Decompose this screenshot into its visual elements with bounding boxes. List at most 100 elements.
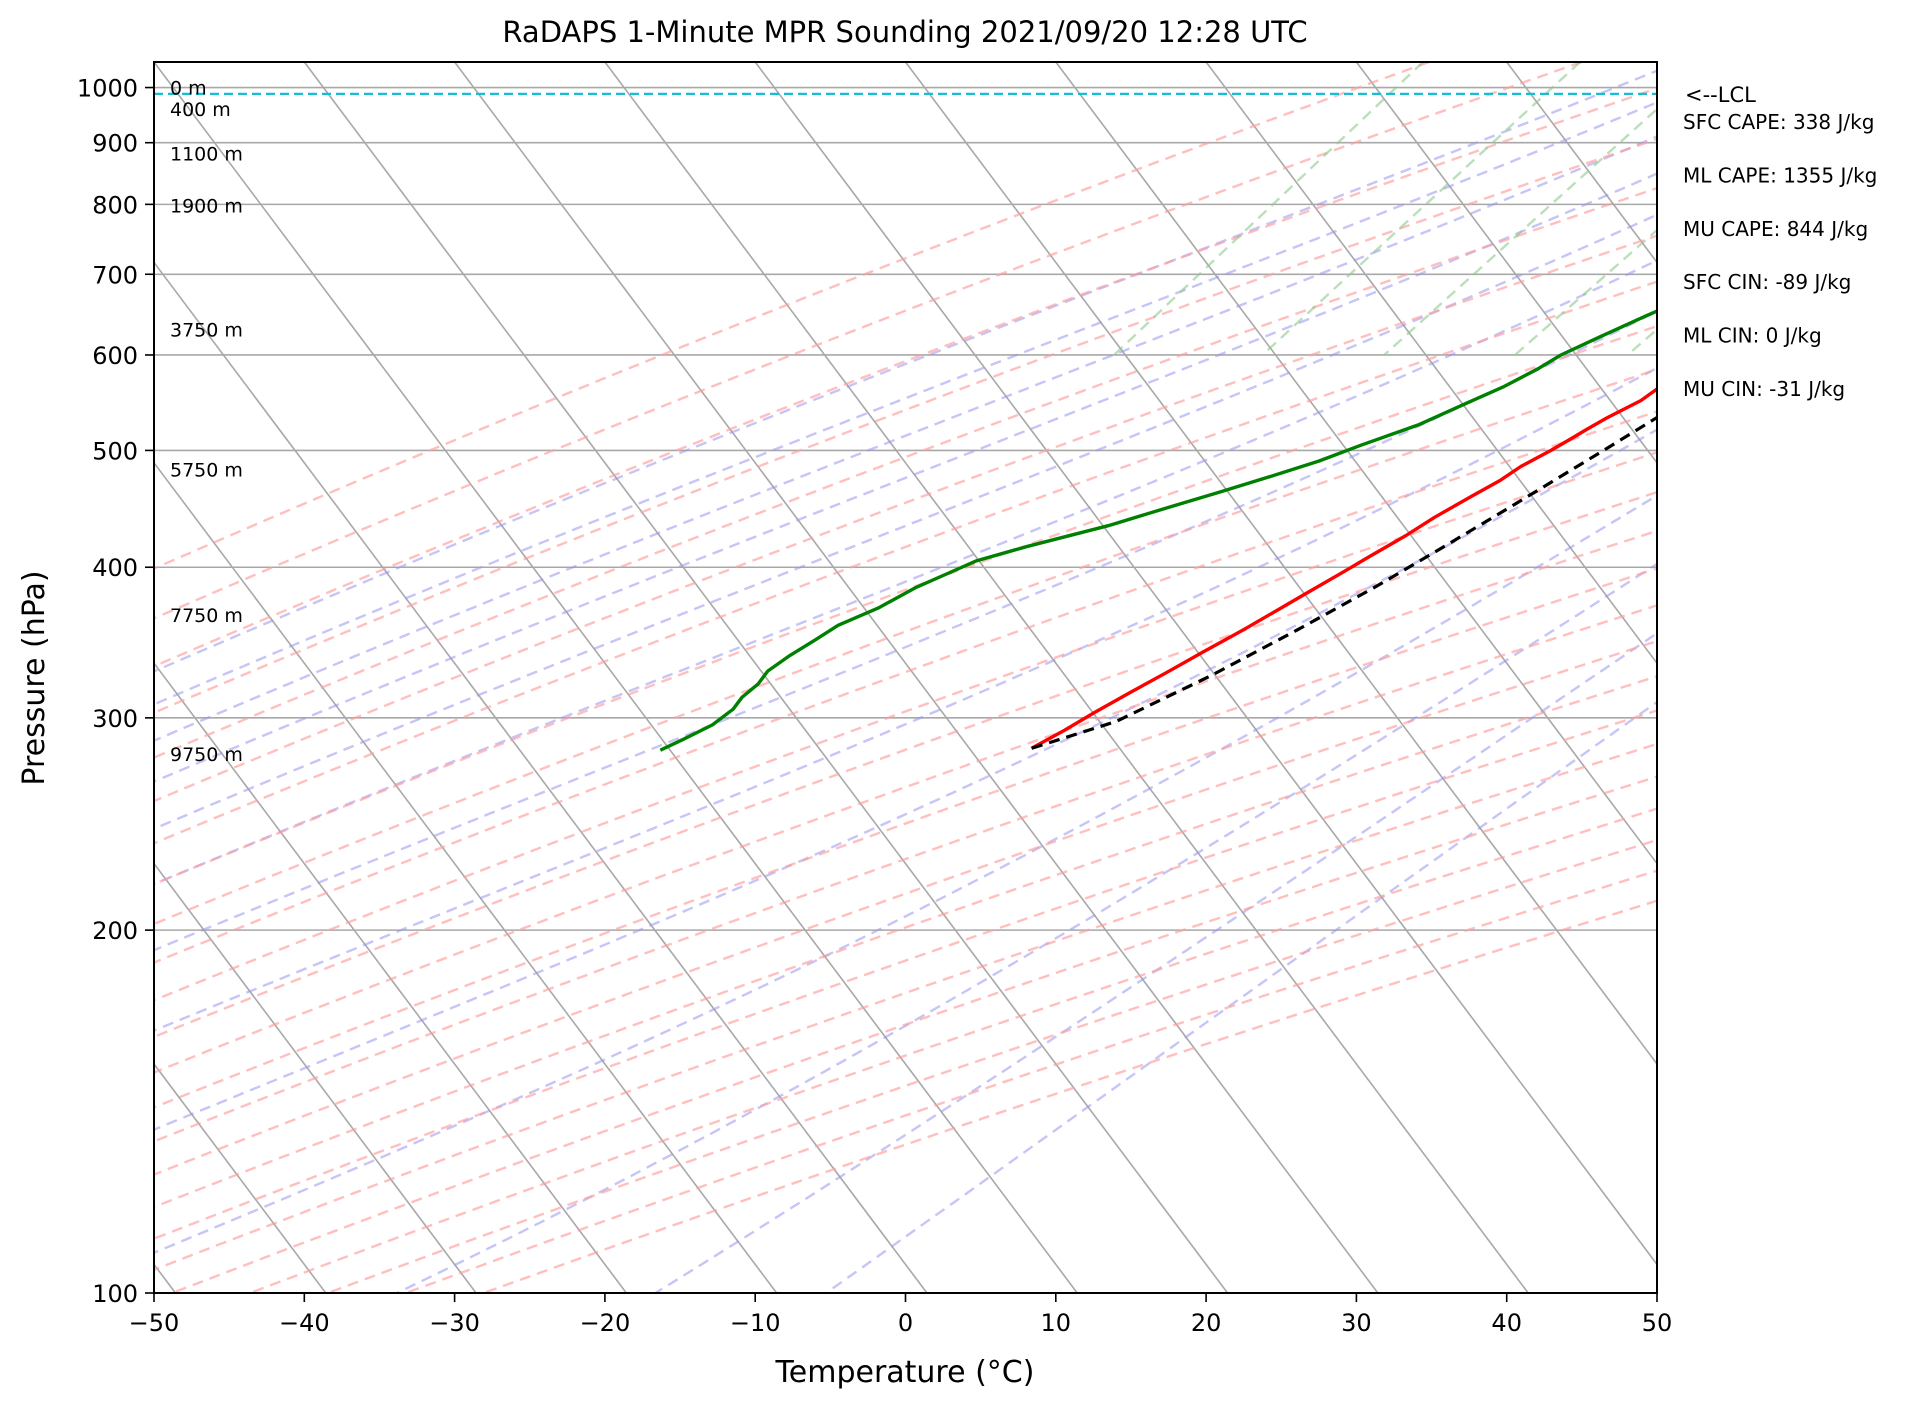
moist-adiabat [154, 428, 1657, 1131]
height-labels: 9750 m 7750 m 5750 m 3750 m 1900 m 1100 m 400 … [170, 78, 243, 766]
moist-adiabat [154, 259, 1657, 886]
stability-index: SFC CIN: -89 J/kg [1683, 270, 1851, 294]
isotherm [604, 62, 1529, 1293]
moist-adiabat [154, 172, 1657, 783]
dry-adiabat [483, 899, 1657, 1293]
dry-adiabat [154, 604, 1657, 1143]
x-tick-label: −30 [429, 1309, 480, 1337]
moist-adiabat [154, 494, 1657, 1255]
stability-index: ML CIN: 0 J/kg [1683, 324, 1822, 348]
isotherm [154, 661, 627, 1293]
height-label: 5750 m [170, 460, 243, 482]
y-tick-label: 800 [92, 191, 138, 219]
dry-adiabat [154, 137, 1657, 715]
x-tick-label: −10 [730, 1309, 781, 1337]
x-tick-label: −20 [580, 1309, 631, 1337]
x-axis-label: Temperature (°C) [775, 1355, 1035, 1390]
y-axis-label: Pressure (hPa) [17, 570, 52, 785]
isotherm [904, 62, 1657, 1066]
y-tick-label: 100 [92, 1280, 138, 1308]
height-label: 7750 m [170, 605, 243, 627]
dry-adiabat [249, 807, 1657, 1293]
y-tick-label: 600 [92, 342, 138, 370]
isotherm [154, 1062, 327, 1293]
dry-adiabat [154, 186, 1657, 759]
moist-adiabat [154, 310, 1657, 952]
moist-adiabat [396, 562, 1657, 1293]
x-tick-label: 0 [898, 1309, 913, 1337]
stability-indices: SFC CAPE: 338 J/kg ML CAPE: 1355 J/kg MU C… [1683, 110, 1877, 401]
height-label: 0 m [170, 78, 207, 100]
pressure-gridlines [154, 86, 1657, 1293]
moist-adiabat [154, 101, 1657, 706]
isotherm [1506, 62, 1657, 264]
moist-adiabat [654, 631, 1657, 1293]
mixing-ratio-lines [1113, 62, 1914, 356]
y-tick-label: 300 [92, 705, 138, 733]
y-axis-ticks: 100 200 300 400 500 600 700 800 900 1000 [77, 75, 154, 1308]
dry-adiabat [154, 62, 1582, 620]
stability-index: SFC CAPE: 338 J/kg [1683, 110, 1874, 134]
mixing-ratio-line [1898, 62, 1914, 355]
sounding-profiles [659, 309, 1657, 752]
dry-adiabat [154, 567, 1657, 1109]
height-label: 3750 m [170, 319, 243, 341]
y-tick-label: 200 [92, 917, 138, 945]
dry-adiabat [154, 529, 1657, 1074]
dry-adiabat [171, 775, 1657, 1293]
isotherm [453, 62, 1379, 1293]
mixing-ratio-line [1514, 228, 1657, 356]
isotherm [1355, 62, 1657, 465]
y-tick-label: 900 [92, 130, 138, 158]
moist-adiabat [825, 700, 1657, 1293]
x-tick-label: 20 [1191, 1309, 1222, 1337]
dry-adiabat [154, 324, 1657, 886]
y-tick-label: 700 [92, 261, 138, 289]
dry-adiabat [154, 410, 1657, 964]
mixing-ratio-line [1626, 327, 1657, 356]
x-tick-label: 50 [1642, 1309, 1673, 1337]
plot-frame [153, 61, 1658, 1294]
dry-adiabat [154, 234, 1657, 803]
isotherm [154, 261, 928, 1293]
isotherm [1656, 62, 1657, 64]
mixing-ratio-line [1261, 62, 1581, 356]
chart-title: RaDAPS 1-Minute MPR Sounding 2021/09/20 … [502, 15, 1307, 49]
height-label: 1100 m [170, 143, 243, 165]
plot-area [154, 62, 1914, 1293]
dry-adiabats [154, 62, 1657, 1293]
height-label: 1900 m [170, 196, 243, 218]
dewpoint-line [659, 309, 1657, 752]
dry-adiabat [154, 368, 1657, 926]
mixing-ratio-line [1383, 107, 1657, 356]
mixing-ratio-line [1806, 62, 1914, 355]
moist-adiabat [154, 69, 1657, 673]
isotherm [1807, 62, 1914, 1293]
stability-index: ML CAPE: 1355 J/kg [1683, 163, 1877, 187]
moist-adiabat [154, 366, 1657, 1032]
stability-index: MU CAPE: 844 J/kg [1683, 217, 1868, 241]
mixing-ratio-line [1113, 62, 1424, 356]
moist-adiabat [154, 135, 1657, 742]
dry-adiabat [154, 490, 1657, 1039]
y-tick-label: 500 [92, 437, 138, 465]
moist-adiabats [154, 69, 1657, 1293]
isotherm [154, 62, 1078, 1293]
height-label: 400 m [170, 99, 231, 121]
height-label: 9750 m [170, 744, 243, 766]
dry-adiabat [154, 451, 1657, 1002]
dry-adiabat [154, 742, 1657, 1272]
x-tick-label: 10 [1041, 1309, 1072, 1337]
moist-adiabat [154, 213, 1657, 831]
y-tick-label: 400 [92, 554, 138, 582]
lcl-label: <--LCL [1685, 83, 1756, 107]
x-tick-label: 40 [1491, 1309, 1522, 1337]
y-tick-label: 1000 [77, 75, 138, 103]
x-tick-label: 30 [1341, 1309, 1372, 1337]
temperature-line [1030, 386, 1657, 750]
isotherm [1055, 62, 1657, 865]
stability-index: MU CIN: -31 J/kg [1683, 377, 1845, 401]
dry-adiabat [154, 87, 1657, 668]
dry-adiabat [154, 675, 1657, 1209]
